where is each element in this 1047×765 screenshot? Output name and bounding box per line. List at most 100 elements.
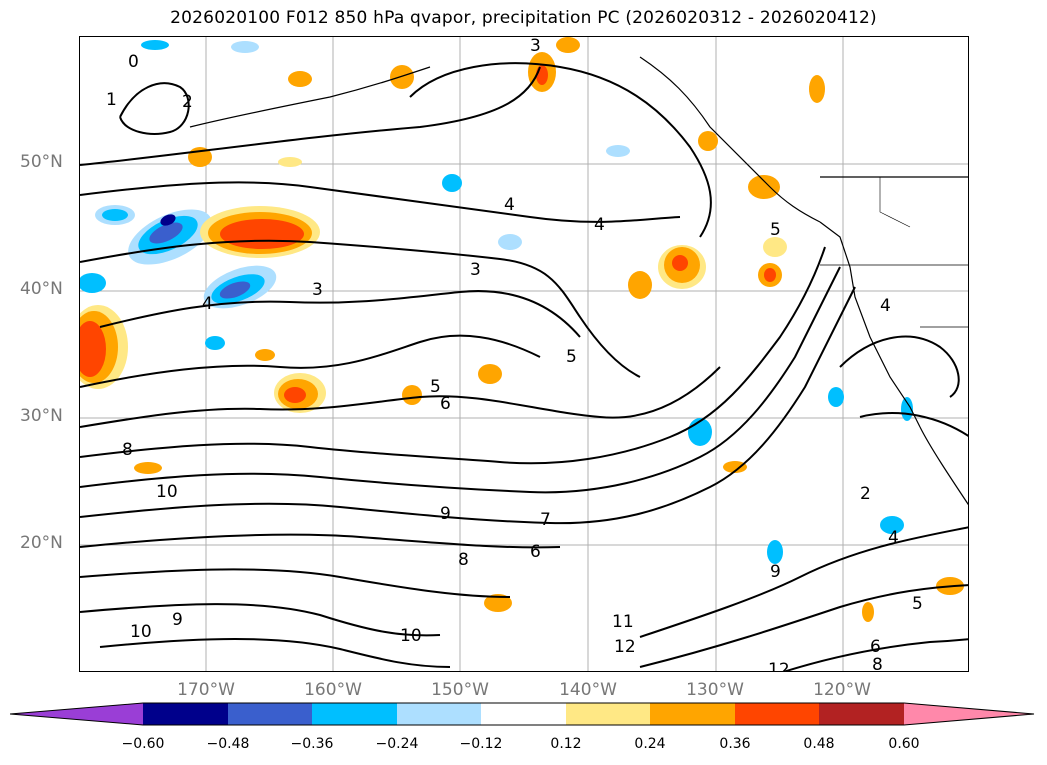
contour-label: 4 [880,296,891,316]
shade-patch [160,214,176,226]
shade-patch [288,71,312,87]
contour-label: 9 [770,562,781,582]
contour-label: 4 [202,294,213,314]
shade-patch [606,145,630,157]
lon-label-120w: 120°W [813,680,871,700]
contour-label: 8 [872,655,883,672]
shade-patch [764,268,776,282]
qvapor-contours [80,62,968,671]
colorbar-swatch [650,703,735,725]
contour-label: 4 [504,195,515,215]
contour-label: 12 [768,660,790,672]
contour-label: 5 [566,347,577,367]
colorbar-swatch [566,703,650,725]
shade-patch [828,387,844,407]
lat-label-20n: 20°N [20,533,63,553]
shade-patch [809,75,825,103]
colorbar-tick: 0.12 [550,736,582,752]
shade-patch [255,349,275,361]
contour-label: 8 [458,550,469,570]
colorbar-tick: −0.60 [121,736,165,752]
contour-label: 2 [182,92,193,112]
contour-label: 3 [312,280,323,300]
contour-label: 0 [128,52,139,72]
colorbar-swatch [735,703,819,725]
lat-label-50n: 50°N [20,152,63,172]
colorbar-tick: −0.48 [206,736,250,752]
colorbar-swatch [143,703,228,725]
lon-label-160w: 160°W [304,680,362,700]
shade-patch [862,602,874,622]
shade-patch [231,41,259,53]
colorbar-tick: −0.24 [375,736,419,752]
colorbar-tick: 0.36 [719,736,751,752]
contour-label: 6 [530,542,541,562]
contour-label: 10 [400,626,422,646]
shade-patch [484,594,512,612]
shade-patch [141,40,169,50]
shade-patch [149,222,183,244]
shade-patch [536,65,548,85]
shade-patch [880,516,904,534]
shade-patch [556,37,580,53]
shade-patch [80,321,106,377]
lon-label-150w: 150°W [431,680,489,700]
contour-label: 5 [430,377,441,397]
shade-patch [498,234,522,250]
colorbar-extend-low [10,703,143,725]
colorbar: −0.60 −0.48 −0.36 −0.24 −0.12 0.12 0.24 … [9,700,1037,752]
shade-patch [763,237,787,257]
shade-patch [284,387,306,403]
shade-patch [102,209,128,221]
coastlines [189,56,968,506]
contour-label: 10 [156,482,178,502]
shade-patch [390,65,414,89]
colorbar-tick: −0.12 [459,736,503,752]
colorbar-swatch [397,703,481,725]
colorbar-swatch [481,703,566,725]
contour-label: 3 [470,260,481,280]
shade-patch [219,281,251,299]
shade-patch [278,157,302,167]
contour-label: 7 [540,510,551,530]
shade-patch [205,336,225,350]
contour-label: 12 [614,637,636,657]
colorbar-swatch [819,703,904,725]
shade-patch [628,271,652,299]
contour-label: 8 [122,440,133,460]
shade-patch [402,385,422,405]
contour-label-group: 0 1 2 3 3 3 4 4 4 5 5 5 6 6 7 8 8 9 9 10… [106,37,923,672]
shade-patch [767,540,783,564]
colorbar-tick: −0.36 [290,736,334,752]
colorbar-tick: 0.24 [634,736,666,752]
graticule [80,37,968,671]
contour-label: 6 [870,637,881,657]
shade-patch [442,174,462,192]
colorbar-extend-high [904,703,1034,725]
shade-patch [748,175,780,199]
colorbar-swatch [312,703,397,725]
shade-patch [478,364,502,384]
lat-label-40n: 40°N [20,279,63,299]
contour-label: 11 [612,612,634,632]
colorbar-outline [9,702,1035,726]
colorbar-tick: 0.60 [888,736,920,752]
shade-patch [723,461,747,473]
shade-patch [134,462,162,474]
plot-title: 2026020100 F012 850 hPa qvapor, precipit… [170,8,877,28]
contour-label: 9 [172,610,183,630]
colorbar-bar [9,702,1035,726]
contour-label: 2 [860,484,871,504]
contour-label: 4 [888,528,899,548]
precip-shading [80,37,964,622]
contour-label: 10 [130,622,152,642]
lon-label-130w: 130°W [686,680,744,700]
contour-label: 5 [912,594,923,614]
shade-patch [698,131,718,151]
lat-label-30n: 30°N [20,406,63,426]
map-canvas: 0 1 2 3 3 3 4 4 4 5 5 5 6 6 7 8 8 9 9 10… [80,37,968,672]
contour-label: 4 [594,215,605,235]
contour-label: 6 [440,394,451,414]
shade-patch [80,273,106,293]
contour-label: 9 [440,504,451,524]
